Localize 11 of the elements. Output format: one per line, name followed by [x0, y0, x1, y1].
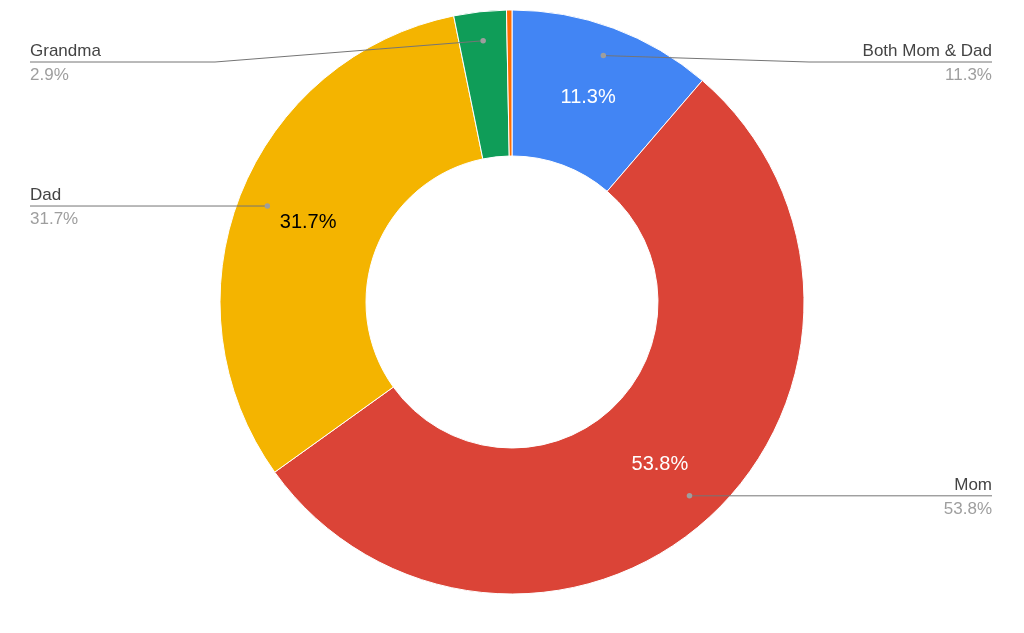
slice-label: Mom — [954, 474, 992, 494]
slice-label: Both Mom & Dad — [862, 41, 992, 60]
text: 53.8% — [943, 498, 992, 518]
data-label: 53.8% — [631, 451, 689, 474]
slice-label: Grandma — [30, 41, 102, 60]
text: 31.7% — [30, 209, 79, 229]
slice-label: Dad — [30, 185, 62, 205]
data-label: 31.7% — [279, 210, 337, 233]
text: 11.3% — [945, 65, 992, 84]
data-label: 2.9% — [30, 65, 69, 84]
data-label: 11.3% — [560, 84, 616, 107]
